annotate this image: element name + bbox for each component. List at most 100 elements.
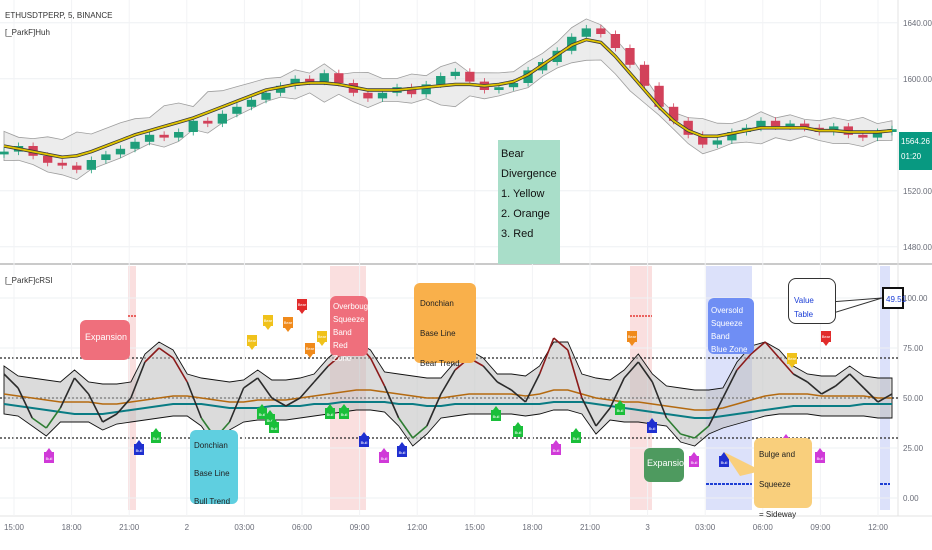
price-scale[interactable]: 1640.00 1600.00 1520.00 1480.00 100.00 75.00 5… bbox=[903, 19, 932, 503]
rsi-line-segment bbox=[271, 397, 287, 407]
value-table-box[interactable]: 49.51 bbox=[882, 287, 906, 309]
price-tick-label: 1480.00 bbox=[903, 243, 932, 252]
oversold-l3: Blue Zone bbox=[711, 345, 748, 354]
bear-marker-box bbox=[821, 331, 831, 342]
rsi-line-segment bbox=[186, 381, 203, 419]
bulge-squeeze-note[interactable]: Bulge and Squeeze = Sideway bbox=[754, 438, 812, 519]
bull-marker: Bull bbox=[44, 448, 54, 463]
bull-marker-arrow bbox=[46, 448, 52, 452]
bull-marker-label: Bull bbox=[153, 436, 160, 441]
value-table-label: Value Table bbox=[794, 296, 814, 319]
bull-marker-box bbox=[689, 456, 699, 467]
donchian-bear-note[interactable]: Donchian Base Line Bear Trend bbox=[414, 283, 476, 368]
rsi-line-segment bbox=[87, 393, 104, 423]
bear-marker-label: Bear bbox=[306, 346, 315, 351]
candle-body bbox=[203, 120, 213, 124]
symbol-legend[interactable]: ETHUSDTPERP, 5, BINANCE bbox=[5, 11, 112, 20]
candle-body bbox=[290, 78, 300, 86]
bear-marker-arrow bbox=[265, 326, 271, 330]
bull-marker: Bull bbox=[719, 452, 729, 467]
bull-marker-label: Bull bbox=[493, 414, 500, 419]
candle-body bbox=[465, 71, 475, 82]
candle-body bbox=[712, 140, 722, 145]
rsi-line-segment bbox=[369, 357, 386, 387]
time-scale[interactable]: 15:00 18:00 21:00 2 03:00 06:00 09:00 12:00 15:0… bbox=[4, 523, 889, 532]
rsi-line-segment bbox=[130, 361, 146, 399]
bear-marker-box bbox=[263, 315, 273, 326]
bear-marker-box bbox=[787, 353, 797, 364]
rsi-line-segment bbox=[299, 381, 315, 399]
rsi-line-segment bbox=[31, 417, 47, 429]
rsi-line-segment bbox=[538, 337, 555, 375]
bull-marker: Bull bbox=[513, 422, 523, 437]
rsi-line-segment bbox=[158, 347, 174, 359]
rsi-line-segment bbox=[257, 377, 273, 399]
candle-body bbox=[305, 78, 315, 82]
last-price-value: 1564.26 bbox=[901, 137, 930, 146]
indicator-legend-bottom[interactable]: [_ParkF]cRSI bbox=[5, 276, 53, 285]
bull-marker-label: Bull bbox=[721, 460, 728, 465]
bull-marker-label: Bull bbox=[649, 426, 656, 431]
rsi-line-segment bbox=[313, 365, 329, 383]
bear-marker-arrow bbox=[285, 328, 291, 332]
bull-marker-arrow bbox=[617, 400, 623, 404]
rsi-line-segment bbox=[736, 353, 752, 371]
rsi-cloud bbox=[3, 341, 893, 447]
bear-divergence-note[interactable]: Bear Divergence 1. Yellow 2. Orange 3. R… bbox=[498, 140, 560, 264]
candle-body bbox=[756, 120, 766, 128]
oversold-note[interactable]: Oversold Squeeze Band Blue Zone bbox=[708, 298, 754, 354]
overbought-note[interactable]: Overbought Squeeze Band Red Zone bbox=[330, 296, 375, 363]
candle-body bbox=[130, 141, 140, 149]
candle-body bbox=[144, 134, 155, 142]
bull-marker-box bbox=[615, 404, 625, 415]
bear-marker: Bear bbox=[627, 331, 637, 346]
bull-marker: Bull bbox=[339, 404, 349, 419]
bear-marker-arrow bbox=[823, 342, 829, 346]
oversold-l2: Squeeze Band bbox=[711, 319, 743, 341]
bull-marker-box bbox=[359, 436, 369, 447]
bear-marker-label: Bear bbox=[298, 302, 307, 307]
rsi-line-segment bbox=[849, 373, 865, 389]
bull-marker-box bbox=[44, 452, 54, 463]
bull-marker: Bull bbox=[134, 440, 144, 455]
bear-divergence-l2: 2. Orange bbox=[501, 208, 550, 220]
rsi-line-segment bbox=[637, 361, 654, 383]
rsi-line-segment bbox=[440, 369, 456, 395]
candle-body bbox=[319, 73, 329, 82]
expansion-note-bottom[interactable]: Expansion bbox=[644, 448, 690, 482]
bulge-l2: = Sideway bbox=[759, 510, 797, 519]
bear-marker-box bbox=[627, 331, 637, 342]
bear-marker: Bear bbox=[263, 315, 273, 330]
oversold-l1: Oversold bbox=[711, 306, 744, 315]
candle-body bbox=[494, 87, 504, 90]
candle-body bbox=[334, 73, 344, 83]
bull-marker: Bull bbox=[265, 410, 275, 425]
indicator-legend-top[interactable]: [_ParkF]Huh bbox=[5, 28, 50, 37]
value-table-note[interactable]: Value Table bbox=[788, 278, 836, 324]
bull-marker-arrow bbox=[341, 404, 347, 408]
time-tick-label: 09:00 bbox=[810, 523, 831, 532]
expansion-note-top[interactable]: Expansion bbox=[80, 320, 130, 360]
candle-body bbox=[639, 64, 650, 86]
candle-body bbox=[275, 85, 286, 93]
bull-marker-arrow bbox=[136, 440, 142, 444]
bear-marker: Bear bbox=[821, 331, 831, 346]
bull-marker: Bull bbox=[551, 440, 561, 455]
candle-body bbox=[436, 76, 446, 85]
candle-body bbox=[858, 134, 868, 138]
rsi-line-segment bbox=[680, 433, 695, 439]
rsi-line-segment bbox=[496, 381, 512, 391]
donchian-bull-note[interactable]: Donchian Base Line Bull Trend bbox=[190, 430, 238, 506]
rsi-line-segment bbox=[665, 417, 682, 435]
candle-body bbox=[188, 120, 198, 132]
time-tick-label: 18:00 bbox=[522, 523, 543, 532]
last-price-tag: 1564.26 01:20 bbox=[899, 132, 932, 170]
bull-marker-box bbox=[491, 410, 501, 421]
candle-body bbox=[159, 134, 169, 138]
rsi-line-segment bbox=[806, 381, 823, 395]
candle-body bbox=[581, 28, 591, 37]
candle-body bbox=[610, 34, 621, 48]
expansion-bottom-label: Expansion bbox=[647, 458, 690, 468]
bull-marker-arrow bbox=[399, 442, 405, 446]
candle-body bbox=[43, 155, 53, 163]
